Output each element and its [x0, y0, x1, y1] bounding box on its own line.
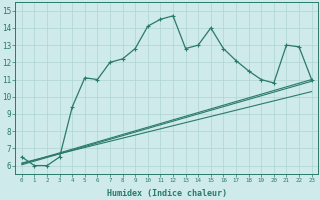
X-axis label: Humidex (Indice chaleur): Humidex (Indice chaleur) — [107, 189, 227, 198]
